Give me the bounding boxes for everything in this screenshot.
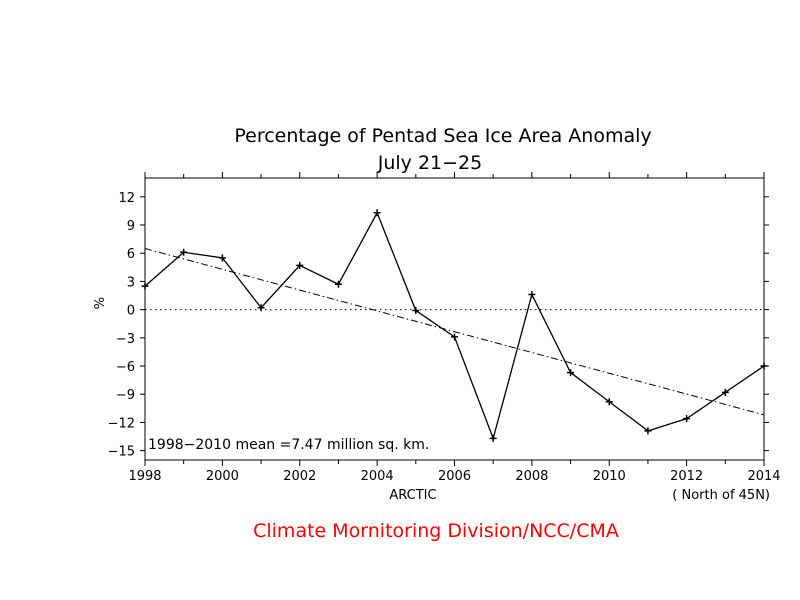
chart-title: Percentage of Pentad Sea Ice Area Anomal… bbox=[234, 125, 651, 147]
y-axis-label: % bbox=[93, 297, 108, 309]
x-tick-label: 2014 bbox=[747, 469, 780, 484]
anomaly-line bbox=[144, 211, 765, 441]
x-tick-label: 1998 bbox=[128, 469, 161, 484]
y-tick-label: −3 bbox=[116, 332, 135, 347]
y-tick-label: −6 bbox=[116, 360, 135, 375]
x-tick-label: 2002 bbox=[283, 469, 316, 484]
data-point-marker bbox=[296, 261, 304, 269]
data-point-marker bbox=[605, 398, 613, 406]
y-tick-label: 3 bbox=[127, 275, 135, 290]
data-point-marker bbox=[218, 254, 226, 262]
y-tick-label: 12 bbox=[118, 191, 135, 206]
x-tick-label: 2006 bbox=[438, 469, 471, 484]
y-tick-label: 9 bbox=[127, 219, 135, 234]
x-tick-label: 2004 bbox=[361, 469, 394, 484]
credit-text: Climate Mornitoring Division/NCC/CMA bbox=[253, 520, 619, 542]
y-tick-label: 6 bbox=[127, 247, 135, 262]
y-tick-label: 0 bbox=[127, 304, 135, 319]
x-tick-label: 2008 bbox=[515, 469, 548, 484]
data-point-marker bbox=[141, 282, 149, 290]
data-point-marker bbox=[489, 434, 497, 442]
x-tick-label: 2010 bbox=[593, 469, 626, 484]
y-tick-label: −15 bbox=[108, 445, 135, 460]
data-point-marker bbox=[373, 209, 381, 217]
mean-note: 1998−2010 mean =7.47 million sq. km. bbox=[148, 437, 429, 453]
data-point-marker bbox=[567, 369, 575, 377]
plot-frame bbox=[144, 177, 765, 461]
chart-subtitle: July 21−25 bbox=[377, 152, 482, 174]
trend-line bbox=[144, 248, 765, 416]
data-point-marker bbox=[412, 307, 420, 315]
data-point-marker bbox=[180, 248, 188, 256]
data-point-marker bbox=[257, 304, 265, 312]
data-point-marker bbox=[721, 388, 729, 396]
x-tick-label: 2000 bbox=[206, 469, 239, 484]
data-point-marker bbox=[683, 415, 691, 423]
y-tick-label: −12 bbox=[108, 416, 135, 431]
x-tick-label: 2012 bbox=[670, 469, 703, 484]
data-point-marker bbox=[644, 427, 652, 435]
region-note: ( North of 45N) bbox=[672, 488, 770, 503]
data-point-marker bbox=[334, 280, 342, 288]
x-axis-label: ARCTIC bbox=[389, 488, 436, 503]
data-point-marker bbox=[760, 362, 768, 370]
data-point-marker bbox=[528, 291, 536, 299]
data-point-marker bbox=[451, 333, 458, 341]
y-tick-label: −9 bbox=[116, 388, 135, 403]
